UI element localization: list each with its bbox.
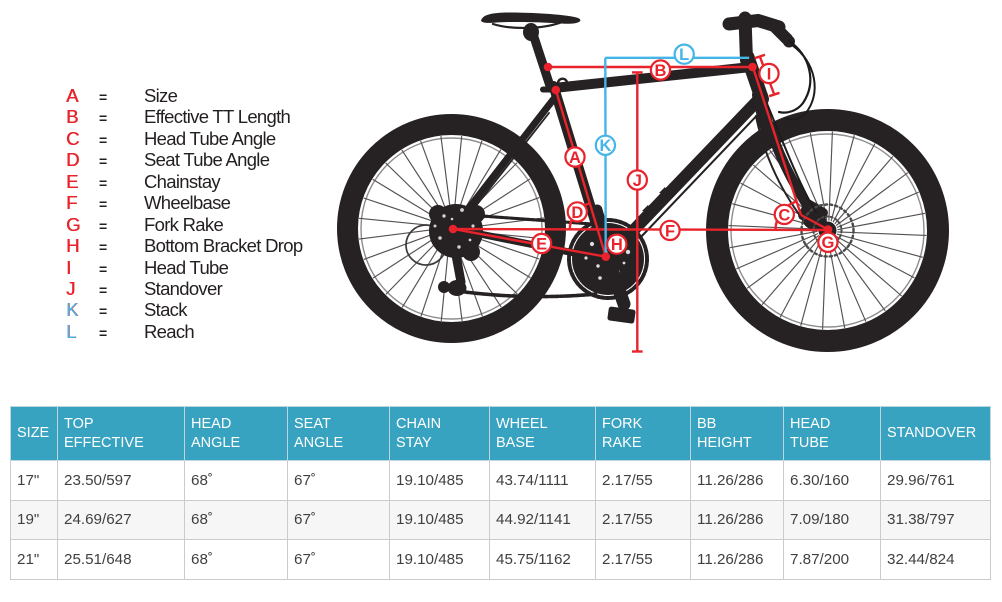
svg-text:L: L [679,46,689,64]
svg-text:K: K [599,137,611,155]
svg-text:D: D [571,204,583,222]
svg-text:J: J [633,172,642,190]
svg-text:B: B [655,62,667,80]
svg-text:F: F [665,222,675,240]
svg-text:I: I [767,65,772,83]
svg-text:A: A [569,149,581,167]
svg-text:E: E [536,235,547,253]
svg-text:G: G [821,234,834,252]
svg-text:C: C [778,206,790,224]
svg-text:H: H [611,236,623,254]
